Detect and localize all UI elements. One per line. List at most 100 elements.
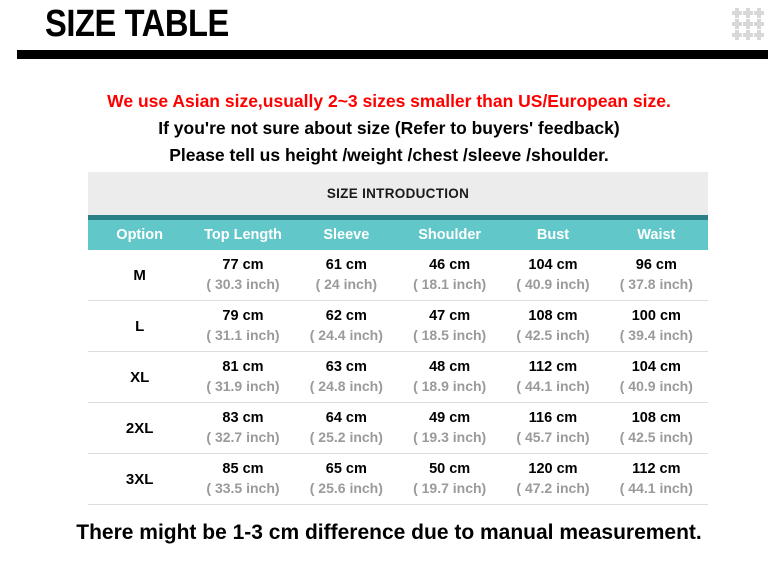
column-header-option: Option bbox=[88, 215, 192, 250]
cm-value: 50 cm bbox=[429, 461, 471, 477]
cm-value: 61 cm bbox=[325, 257, 367, 273]
cm-value: 46 cm bbox=[429, 257, 471, 273]
cm-value: 100 cm bbox=[631, 308, 681, 324]
dot-grid-icon bbox=[732, 8, 764, 40]
row-option-label: XL bbox=[88, 351, 192, 403]
title-divider bbox=[17, 50, 768, 59]
inch-value: ( 30.3 inch) bbox=[206, 276, 280, 292]
inch-value: ( 47.2 inch) bbox=[516, 480, 590, 496]
cell-bust: 116 cm ( 45.7 inch) bbox=[501, 402, 605, 454]
inch-value: ( 18.1 inch) bbox=[413, 276, 487, 292]
option-value: 3XL bbox=[125, 470, 154, 488]
cm-value: 120 cm bbox=[528, 461, 578, 477]
dot-grid-cell bbox=[743, 30, 753, 40]
inch-value: ( 25.6 inch) bbox=[309, 480, 383, 496]
cell-top-length: 77 cm ( 30.3 inch) bbox=[191, 250, 295, 301]
cm-value: 77 cm bbox=[222, 257, 264, 273]
table-row: XL 81 cm ( 31.9 inch) 63 cm ( 24.8 inch)… bbox=[88, 351, 708, 403]
inch-value: ( 42.5 inch) bbox=[516, 327, 590, 343]
inch-value: ( 39.4 inch) bbox=[619, 327, 693, 343]
inch-value: ( 37.8 inch) bbox=[619, 276, 693, 292]
cm-value: 85 cm bbox=[222, 461, 264, 477]
dot-grid-cell bbox=[754, 8, 764, 18]
cell-top-length: 79 cm ( 31.1 inch) bbox=[191, 300, 295, 352]
dot-grid-cell bbox=[732, 19, 742, 29]
inch-value: ( 19.3 inch) bbox=[413, 429, 487, 445]
cell-bust: 120 cm ( 47.2 inch) bbox=[501, 453, 605, 505]
cm-value: 49 cm bbox=[429, 410, 471, 426]
inch-value: ( 42.5 inch) bbox=[619, 429, 693, 445]
cm-value: 79 cm bbox=[222, 308, 264, 324]
cell-waist: 104 cm ( 40.9 inch) bbox=[604, 351, 708, 403]
cell-waist: 96 cm ( 37.8 inch) bbox=[604, 250, 708, 301]
cell-sleeve: 64 cm ( 25.2 inch) bbox=[294, 402, 398, 454]
cell-shoulder: 47 cm ( 18.5 inch) bbox=[397, 300, 502, 352]
cm-value: 104 cm bbox=[631, 359, 681, 375]
row-option-label: M bbox=[88, 250, 192, 301]
inch-value: ( 33.5 inch) bbox=[206, 480, 280, 496]
cm-value: 62 cm bbox=[325, 308, 367, 324]
note-line-tell-us: Please tell us height /weight /chest /sl… bbox=[169, 145, 609, 165]
intro-notes: We use Asian size,usually 2~3 sizes smal… bbox=[0, 88, 778, 169]
size-table: SIZE INTRODUCTION Option Top Length Slee… bbox=[88, 172, 708, 505]
table-row: 3XL 85 cm ( 33.5 inch) 65 cm ( 25.6 inch… bbox=[88, 453, 708, 505]
cm-value: 104 cm bbox=[528, 257, 578, 273]
column-header-shoulder: Shoulder bbox=[397, 215, 502, 250]
cell-top-length: 83 cm ( 32.7 inch) bbox=[191, 402, 295, 454]
size-table-container: SIZE INTRODUCTION Option Top Length Slee… bbox=[88, 172, 708, 505]
cell-shoulder: 49 cm ( 19.3 inch) bbox=[397, 402, 502, 454]
inch-value: ( 31.9 inch) bbox=[206, 378, 280, 394]
inch-value: ( 44.1 inch) bbox=[619, 480, 693, 496]
column-header-top-length: Top Length bbox=[191, 215, 295, 250]
inch-value: ( 40.9 inch) bbox=[619, 378, 693, 394]
inch-value: ( 31.1 inch) bbox=[206, 327, 280, 343]
row-option-label: 3XL bbox=[88, 453, 192, 505]
table-caption-head: SIZE INTRODUCTION bbox=[88, 172, 708, 218]
table-caption: SIZE INTRODUCTION bbox=[88, 172, 708, 218]
inch-value: ( 32.7 inch) bbox=[206, 429, 280, 445]
table-header-row: Option Top Length Sleeve Shoulder Bust W… bbox=[88, 215, 708, 250]
cm-value: 112 cm bbox=[528, 359, 578, 375]
cell-sleeve: 65 cm ( 25.6 inch) bbox=[294, 453, 398, 505]
cell-shoulder: 50 cm ( 19.7 inch) bbox=[397, 453, 502, 505]
dot-grid-cell bbox=[754, 30, 764, 40]
cell-bust: 108 cm ( 42.5 inch) bbox=[501, 300, 605, 352]
cell-bust: 104 cm ( 40.9 inch) bbox=[501, 250, 605, 301]
option-value: XL bbox=[130, 368, 150, 386]
table-body: M 77 cm ( 30.3 inch) 61 cm ( 24 inch) 46… bbox=[88, 250, 708, 505]
note-line-unsure-size: If you're not sure about size (Refer to … bbox=[158, 118, 620, 138]
cell-sleeve: 61 cm ( 24 inch) bbox=[294, 250, 398, 301]
cm-value: 96 cm bbox=[635, 257, 677, 273]
inch-value: ( 24.8 inch) bbox=[309, 378, 383, 394]
measurement-disclaimer: There might be 1-3 cm difference due to … bbox=[76, 521, 702, 544]
row-option-label: L bbox=[88, 300, 192, 352]
cm-value: 64 cm bbox=[325, 410, 367, 426]
cm-value: 47 cm bbox=[429, 308, 471, 324]
table-column-head: Option Top Length Sleeve Shoulder Bust W… bbox=[88, 215, 708, 250]
column-header-waist: Waist bbox=[604, 215, 708, 250]
option-value: L bbox=[135, 317, 145, 335]
dot-grid-cell bbox=[754, 19, 764, 29]
option-value: 2XL bbox=[125, 419, 154, 437]
cm-value: 116 cm bbox=[528, 410, 578, 426]
inch-value: ( 24.4 inch) bbox=[309, 327, 383, 343]
inch-value: ( 19.7 inch) bbox=[413, 480, 487, 496]
cell-bust: 112 cm ( 44.1 inch) bbox=[501, 351, 605, 403]
row-option-label: 2XL bbox=[88, 402, 192, 454]
dot-grid-cell bbox=[732, 30, 742, 40]
cell-shoulder: 48 cm ( 18.9 inch) bbox=[397, 351, 502, 403]
cell-sleeve: 62 cm ( 24.4 inch) bbox=[294, 300, 398, 352]
cell-waist: 100 cm ( 39.4 inch) bbox=[604, 300, 708, 352]
cell-top-length: 81 cm ( 31.9 inch) bbox=[191, 351, 295, 403]
table-row: M 77 cm ( 30.3 inch) 61 cm ( 24 inch) 46… bbox=[88, 250, 708, 301]
inch-value: ( 25.2 inch) bbox=[309, 429, 383, 445]
cm-value: 63 cm bbox=[325, 359, 367, 375]
cell-shoulder: 46 cm ( 18.1 inch) bbox=[397, 250, 502, 301]
column-header-sleeve: Sleeve bbox=[294, 215, 398, 250]
cell-waist: 108 cm ( 42.5 inch) bbox=[604, 402, 708, 454]
cm-value: 108 cm bbox=[631, 410, 681, 426]
table-caption-row: SIZE INTRODUCTION bbox=[88, 172, 708, 218]
table-row: L 79 cm ( 31.1 inch) 62 cm ( 24.4 inch) … bbox=[88, 300, 708, 352]
column-header-bust: Bust bbox=[501, 215, 605, 250]
inch-value: ( 45.7 inch) bbox=[516, 429, 590, 445]
